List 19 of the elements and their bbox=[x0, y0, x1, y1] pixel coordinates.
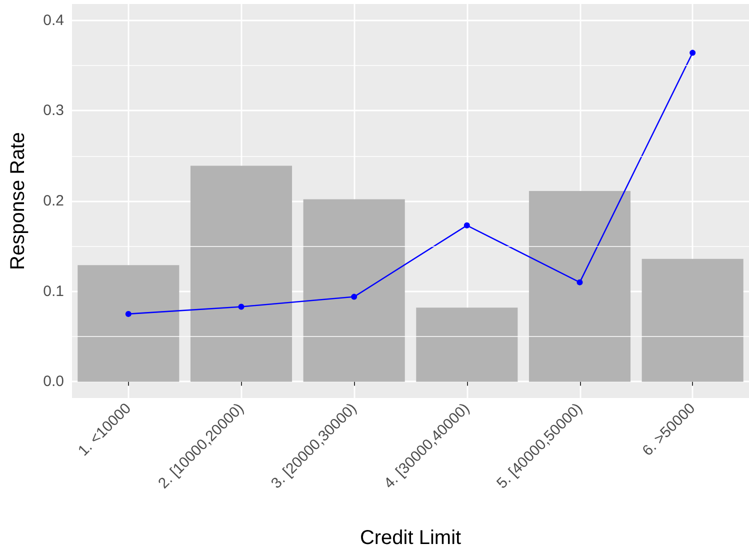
y-tick-label: 0.0 bbox=[43, 373, 64, 390]
bar bbox=[642, 258, 744, 382]
x-axis-title: Credit Limit bbox=[360, 527, 462, 549]
point bbox=[464, 222, 470, 228]
y-tick-label: 0.3 bbox=[43, 102, 64, 120]
y-tick-label: 0.1 bbox=[43, 282, 64, 300]
point bbox=[690, 50, 696, 56]
point bbox=[576, 279, 583, 286]
y-axis-title: Response Rate bbox=[7, 132, 29, 270]
point bbox=[125, 310, 132, 317]
bar bbox=[190, 166, 292, 382]
y-tick-label: 0.4 bbox=[43, 12, 64, 29]
bar bbox=[416, 308, 518, 382]
bar bbox=[303, 199, 405, 382]
bar bbox=[78, 265, 180, 382]
bar bbox=[528, 191, 631, 382]
point bbox=[351, 294, 358, 300]
y-tick-label: 0.2 bbox=[43, 192, 64, 210]
point bbox=[238, 304, 244, 310]
